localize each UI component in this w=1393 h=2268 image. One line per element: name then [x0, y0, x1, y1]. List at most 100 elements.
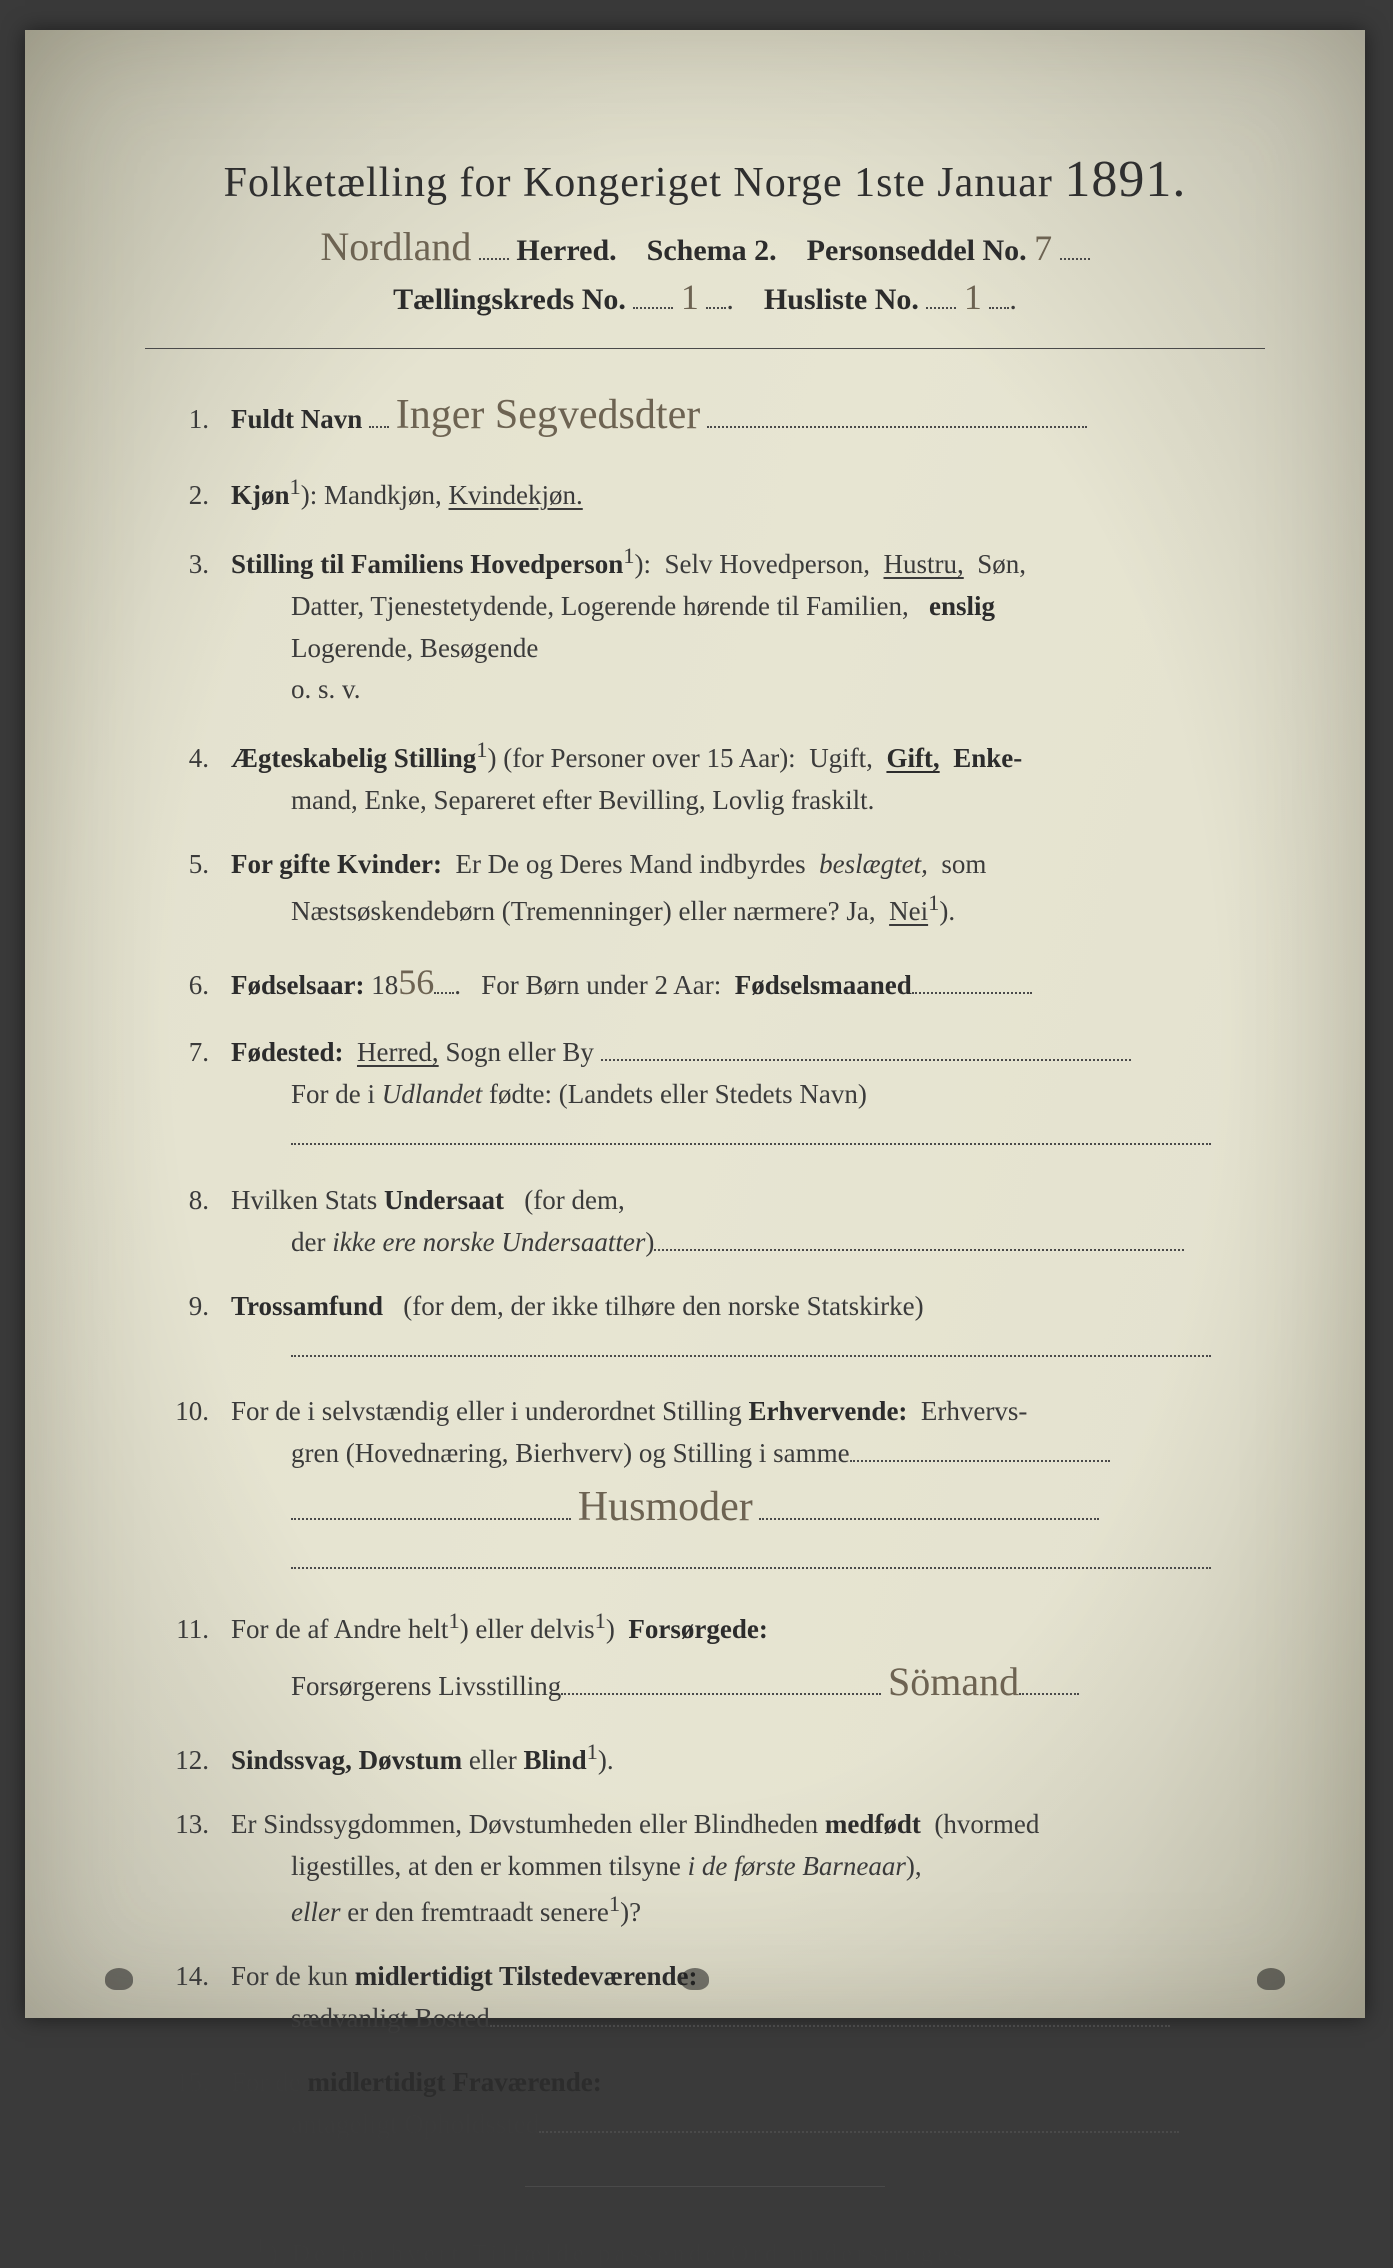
q4-label: Ægteskabelig Stilling — [231, 743, 476, 773]
q3-sup: 1 — [623, 543, 634, 568]
divider — [145, 348, 1265, 349]
q11-num: 11. — [145, 1609, 231, 1651]
q10-hand: Husmoder — [578, 1484, 753, 1530]
q5-i1: beslægtet, — [819, 849, 928, 879]
q3-l1a: Selv Hovedperson, — [665, 549, 870, 579]
q2-selected: Kvindekjøn. — [449, 480, 583, 510]
q8-bold: Undersaat — [384, 1185, 504, 1215]
husliste-no: 1 — [964, 277, 982, 317]
q13-bold: medfødt — [825, 1809, 921, 1839]
q10: 10. For de i selvstændig eller i underor… — [145, 1391, 1265, 1582]
q11-s2: 1 — [595, 1608, 606, 1633]
q6-label2: Fødselsmaaned — [735, 970, 912, 1000]
q6-year: 56 — [398, 962, 434, 1002]
q13-t1: Er Sindssygdommen, Døvstumheden eller Bl… — [231, 1809, 818, 1839]
q13-l3a: eller — [291, 1897, 340, 1927]
q13-l3b: er den fremtraadt senere — [347, 1897, 609, 1927]
q9: 9. Trossamfund (for dem, der ikke tilhør… — [145, 1286, 1265, 1370]
q9-num: 9. — [145, 1286, 231, 1328]
q12-end: ). — [598, 1745, 614, 1775]
q7-num: 7. — [145, 1032, 231, 1074]
q7-label: Fødested: — [231, 1037, 343, 1067]
q11-t1: For de af Andre helt — [231, 1614, 448, 1644]
q11-l2: Forsørgerens Livsstilling — [291, 1671, 561, 1701]
q12-b1: Sindssvag, Døvstum — [231, 1745, 462, 1775]
q11-bold: Forsørgede: — [628, 1614, 767, 1644]
title-text: Folketælling for Kongeriget Norge 1ste J… — [224, 160, 1053, 206]
schema-label: Schema 2. — [647, 234, 777, 267]
q2-num: 2. — [145, 475, 231, 517]
q2-label: Kjøn — [231, 480, 290, 510]
q3-label: Stilling til Familiens Hovedperson — [231, 549, 623, 579]
q15-num: 15. — [145, 2062, 231, 2104]
main-title: Folketælling for Kongeriget Norge 1ste J… — [145, 150, 1265, 209]
herred-label: Herred. — [516, 234, 616, 267]
q6: 6. Fødselsaar: 1856. For Børn under 2 Aa… — [145, 955, 1265, 1011]
footnote: 1) De for hvert Tilfælde passende Ord un… — [255, 2233, 1265, 2268]
q6-label: Fødselsaar: — [231, 970, 364, 1000]
q15: 15. For de midlertidigt Fraværende: anta… — [145, 2062, 1265, 2146]
q13: 13. Er Sindssygdommen, Døvstumheden elle… — [145, 1804, 1265, 1935]
page-content: Folketælling for Kongeriget Norge 1ste J… — [145, 150, 1265, 2268]
q8-t1: Hvilken Stats — [231, 1185, 377, 1215]
q8: 8. Hvilken Stats Undersaat (for dem, der… — [145, 1180, 1265, 1264]
q2-sup: 1 — [290, 474, 301, 499]
q13-ital: i de første Barneaar — [688, 1851, 906, 1881]
q3-l1b: Søn, — [977, 549, 1026, 579]
q4-paren: (for Personer over 15 Aar): — [503, 743, 795, 773]
q1-value: Inger Segvedsdter — [396, 392, 700, 438]
q12-b2: Blind — [524, 1745, 587, 1775]
q13-t2: (hvormed — [934, 1809, 1039, 1839]
q8-ital: ikke ere norske Undersaatter — [332, 1227, 645, 1257]
q5-end: ). — [939, 896, 955, 926]
personseddel-label: Personseddel No. — [807, 234, 1027, 267]
q5-l2a: Næstsøskendebørn (Tremenninger) eller næ… — [291, 896, 876, 926]
q5-num: 5. — [145, 844, 231, 886]
footer-divider — [525, 2186, 885, 2187]
q10-bold: Erhvervende: — [748, 1396, 907, 1426]
q5-label: For gifte Kvinder: — [231, 849, 442, 879]
punch-holes — [25, 1968, 1365, 1990]
q1-num: 1. — [145, 399, 231, 441]
q3-sel: Hustru, — [884, 549, 964, 579]
q13-l2b: ), — [906, 1851, 922, 1881]
q6-t2: For Børn under 2 Aar: — [481, 970, 721, 1000]
q9-bold: Trossamfund — [231, 1291, 383, 1321]
q1: 1. Fuldt Navn Inger Segvedsdter — [145, 383, 1265, 448]
hole-icon — [105, 1968, 133, 1990]
q12-num: 12. — [145, 1740, 231, 1782]
q13-end: )? — [620, 1897, 641, 1927]
q10-t1: For de i selvstændig eller i underordnet… — [231, 1396, 742, 1426]
q2: 2. Kjøn1): Mandkjøn, Kvindekjøn. — [145, 470, 1265, 517]
q13-l2a: ligestilles, at den er kommen tilsyne — [291, 1851, 681, 1881]
q5-t1: Er De og Deres Mand indbyrdes — [455, 849, 805, 879]
q5-sel: Nei — [889, 896, 928, 926]
q7: 7. Fødested: Herred, Sogn eller By For d… — [145, 1032, 1265, 1158]
q5-t2: som — [941, 849, 986, 879]
hole-icon — [681, 1968, 709, 1990]
q15-bold: midlertidigt Fraværende: — [308, 2067, 602, 2097]
q15-l2: antageligt Opholdssted — [291, 2109, 539, 2139]
q14-l2: sædvanligt Bosted — [291, 2003, 490, 2033]
q2-opt1: Mandkjøn, — [324, 480, 442, 510]
q4-num: 4. — [145, 738, 231, 780]
q4-a: Ugift, — [809, 743, 873, 773]
q11: 11. For de af Andre helt1) eller delvis1… — [145, 1604, 1265, 1713]
q4-sel: Gift, — [886, 743, 939, 773]
q3-l2b: enslig — [929, 591, 995, 621]
q4-sup: 1 — [476, 737, 487, 762]
footnote-sup: 1 — [255, 2233, 269, 2257]
q4-l2: mand, Enke, Separeret efter Bevilling, L… — [231, 780, 1265, 822]
q4-b: Enke- — [953, 743, 1022, 773]
q8-t2: (for dem, — [524, 1185, 624, 1215]
q8-l2a: der — [291, 1227, 325, 1257]
subline-2: Tællingskreds No. 1 . Husliste No. 1 . — [145, 276, 1265, 318]
q3-num: 3. — [145, 544, 231, 586]
q10-num: 10. — [145, 1391, 231, 1433]
q7-l2a: For de i — [291, 1079, 375, 1109]
q3-l2: Datter, Tjenestetydende, Logerende høren… — [291, 591, 909, 621]
q3-l4: o. s. v. — [231, 669, 1265, 711]
q11-hand: Sömand — [888, 1659, 1019, 1704]
hole-icon — [1257, 1968, 1285, 1990]
footnote-text: ) De for hvert Tilfælde passende Ord und… — [269, 2240, 976, 2267]
